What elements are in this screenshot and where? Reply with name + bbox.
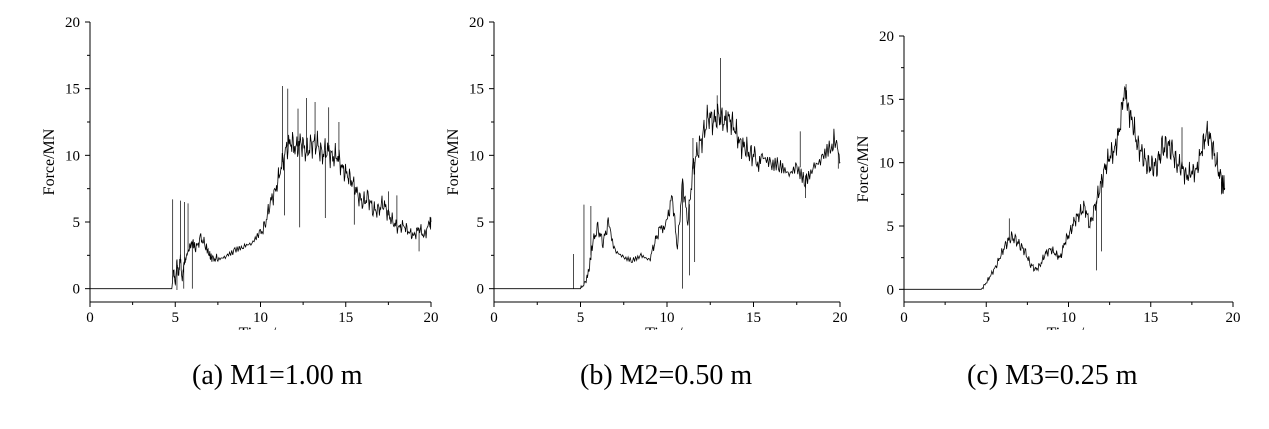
caption-c: (c) M3=0.25 m bbox=[967, 360, 1138, 391]
y-axis-label: Force/MN bbox=[445, 128, 462, 195]
x-tick-label: 15 bbox=[746, 310, 761, 326]
x-tick-label: 10 bbox=[253, 310, 268, 326]
x-tick-label: 5 bbox=[983, 310, 991, 326]
chart-panel-c: 0 5 10 15 20 0 5 10 15 20 Time/s Force/MN bbox=[830, 0, 1269, 342]
y-tick-label: 0 bbox=[887, 282, 895, 298]
y-tick-label: 20 bbox=[469, 15, 484, 31]
y-tick-label: 20 bbox=[879, 29, 894, 45]
y-axis-label: Force/MN bbox=[855, 135, 872, 202]
y-tick-label: 20 bbox=[65, 15, 80, 31]
x-tick-label: 0 bbox=[490, 310, 498, 326]
y-tick-label: 5 bbox=[477, 215, 485, 231]
y-tick-label: 15 bbox=[65, 82, 80, 98]
y-tick-label: 10 bbox=[879, 156, 894, 172]
x-tick-label: 5 bbox=[577, 310, 585, 326]
x-axis-label: Time/s bbox=[239, 325, 283, 330]
x-axis-label: Time/s bbox=[1047, 325, 1091, 330]
chart-panel-a: 0 5 10 15 20 0 5 10 15 20 Time/s Force/MN bbox=[0, 0, 440, 342]
y-tick-label: 5 bbox=[887, 219, 895, 235]
y-tick-label: 15 bbox=[469, 82, 484, 98]
x-tick-label: 0 bbox=[86, 310, 94, 326]
x-tick-label: 10 bbox=[1061, 310, 1076, 326]
chart-panel-b: 0 5 10 15 20 0 5 10 15 20 Time/s Force/MN bbox=[410, 0, 850, 342]
y-axis-label: Force/MN bbox=[41, 128, 58, 195]
caption-b: (b) M2=0.50 m bbox=[580, 360, 753, 391]
caption-a: (a) M1=1.00 m bbox=[192, 360, 363, 391]
y-tick-label: 5 bbox=[73, 215, 81, 231]
x-tick-label: 20 bbox=[1226, 310, 1241, 326]
x-axis-label: Time/s bbox=[645, 325, 689, 330]
x-tick-label: 10 bbox=[660, 310, 675, 326]
x-tick-label: 20 bbox=[833, 310, 848, 326]
series-line bbox=[90, 130, 432, 290]
x-tick-label: 5 bbox=[172, 310, 180, 326]
x-tick-label: 15 bbox=[338, 310, 353, 326]
chart-c: 0 5 10 15 20 0 5 10 15 20 Time/s Force/MN bbox=[855, 29, 1241, 342]
series-line bbox=[494, 103, 841, 290]
y-tick-label: 10 bbox=[65, 148, 80, 164]
series-line bbox=[904, 85, 1226, 290]
y-tick-label: 0 bbox=[73, 282, 81, 298]
x-tick-label: 0 bbox=[900, 310, 908, 326]
x-tick-label: 15 bbox=[1143, 310, 1158, 326]
y-tick-label: 0 bbox=[477, 282, 485, 298]
x-tick-label: 20 bbox=[424, 310, 439, 326]
chart-b: 0 5 10 15 20 0 5 10 15 20 Time/s Force/MN bbox=[445, 15, 848, 342]
chart-a: 0 5 10 15 20 0 5 10 15 20 Time/s Force/MN bbox=[41, 15, 439, 342]
y-tick-label: 15 bbox=[879, 92, 894, 108]
y-tick-label: 10 bbox=[469, 148, 484, 164]
